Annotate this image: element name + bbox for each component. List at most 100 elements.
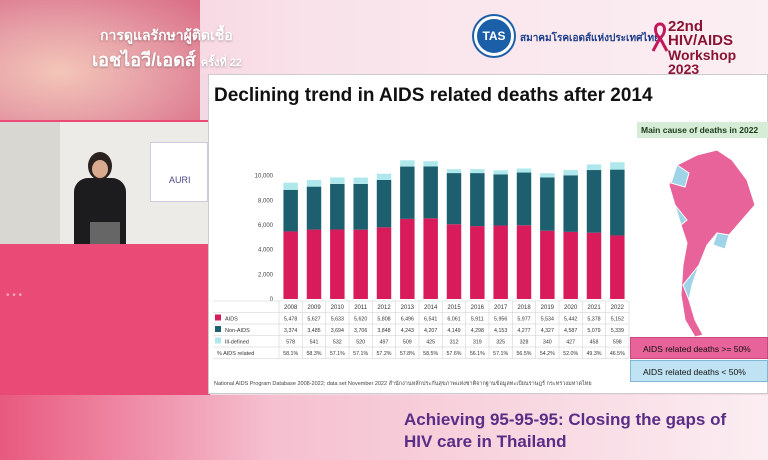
bar-ill-defined bbox=[330, 177, 345, 184]
table-cell: 520 bbox=[356, 340, 365, 346]
table-cell: 58.5% bbox=[423, 351, 438, 357]
table-cell: 425 bbox=[426, 340, 435, 346]
bar-aids bbox=[610, 235, 625, 299]
legend-high: AIDS related deaths >= 50% bbox=[630, 337, 768, 359]
bar-ill-defined bbox=[283, 182, 298, 190]
table-cell: 57.8% bbox=[400, 351, 415, 357]
table-cell: 3,694 bbox=[331, 328, 344, 334]
table-cell: 4,207 bbox=[424, 328, 437, 334]
legend-swatch bbox=[215, 326, 221, 332]
table-row-label: Non-AIDS bbox=[225, 328, 250, 334]
talk-subtitle-line2: HIV care in Thailand bbox=[404, 432, 567, 451]
y-tick-label: 8,000 bbox=[258, 198, 274, 204]
bar-non-aids bbox=[306, 186, 322, 230]
bar-ill-defined bbox=[470, 169, 485, 174]
event-title-main: เอชไอวี/เอดส์ bbox=[92, 50, 196, 70]
table-cell: 3,848 bbox=[377, 328, 390, 334]
bar-non-aids bbox=[610, 169, 625, 236]
bar-non-aids bbox=[563, 175, 578, 232]
table-cell: 6,061 bbox=[447, 317, 460, 323]
talk-subtitle: Achieving 95-95-95: Closing the gaps of … bbox=[404, 409, 726, 453]
speaker-face bbox=[92, 160, 108, 178]
bar-aids bbox=[516, 225, 532, 299]
bar-aids bbox=[400, 218, 415, 299]
video-banner-text: AURI bbox=[169, 175, 191, 185]
table-cell: 5,478 bbox=[284, 317, 297, 323]
table-cell: 328 bbox=[520, 340, 529, 346]
table-cell: 4,277 bbox=[517, 328, 530, 334]
bar-non-aids bbox=[470, 173, 485, 227]
bar-non-aids bbox=[540, 177, 555, 231]
table-cell: 52.0% bbox=[563, 351, 578, 357]
bar-ill-defined bbox=[306, 179, 322, 187]
bar-ill-defined bbox=[376, 173, 392, 180]
table-cell: 5,378 bbox=[587, 317, 600, 323]
x-tick-label: 2011 bbox=[354, 305, 368, 311]
event-title-line1: การดูแลรักษาผู้ติดเชื้อ bbox=[100, 27, 233, 43]
map-title: Main cause of deaths in 2022 bbox=[637, 122, 768, 138]
table-cell: 4,327 bbox=[541, 328, 554, 334]
table-cell: 5,079 bbox=[587, 328, 600, 334]
bar-ill-defined bbox=[400, 160, 415, 167]
table-cell: 5,633 bbox=[331, 317, 344, 323]
slide-title: Declining trend in AIDS related deaths a… bbox=[214, 85, 653, 106]
x-tick-label: 2015 bbox=[447, 305, 461, 311]
bar-ill-defined bbox=[586, 164, 602, 171]
table-cell: 57.2% bbox=[376, 351, 391, 357]
footer-background bbox=[0, 395, 768, 460]
bar-aids bbox=[493, 225, 508, 299]
x-tick-label: 2009 bbox=[307, 305, 321, 311]
bar-non-aids bbox=[376, 179, 392, 228]
table-cell: 57.1% bbox=[353, 351, 368, 357]
bar-non-aids bbox=[330, 183, 345, 230]
workshop-line2: Workshop 2023 bbox=[668, 47, 737, 77]
x-tick-label: 2016 bbox=[471, 305, 485, 311]
table-cell: 49.3% bbox=[586, 351, 601, 357]
table-cell: 5,152 bbox=[611, 317, 624, 323]
bar-aids bbox=[446, 224, 462, 299]
bar-non-aids bbox=[400, 166, 415, 219]
bar-non-aids bbox=[423, 166, 438, 219]
table-cell: 427 bbox=[566, 340, 575, 346]
x-tick-label: 2012 bbox=[377, 305, 391, 311]
y-tick-label: 0 bbox=[270, 297, 274, 303]
legend-low: AIDS related deaths < 50% bbox=[630, 360, 768, 382]
tas-logo: TAS bbox=[474, 16, 514, 56]
bar-ill-defined bbox=[423, 161, 438, 167]
x-tick-label: 2022 bbox=[611, 305, 625, 311]
source-note: National AIDS Program Database 2008-2022… bbox=[214, 381, 592, 387]
table-cell: 312 bbox=[450, 340, 459, 346]
table-cell: 57.1% bbox=[330, 351, 345, 357]
table-cell: 340 bbox=[543, 340, 552, 346]
x-tick-label: 2008 bbox=[284, 305, 298, 311]
table-cell: 57.1% bbox=[493, 351, 508, 357]
bar-aids bbox=[470, 226, 485, 299]
bar-aids bbox=[586, 232, 602, 299]
table-cell: 458 bbox=[590, 340, 599, 346]
bar-aids bbox=[306, 229, 322, 299]
bar-non-aids bbox=[516, 172, 532, 226]
bar-ill-defined bbox=[540, 173, 555, 178]
table-cell: 5,956 bbox=[494, 317, 507, 323]
bar-aids bbox=[423, 218, 438, 299]
table-cell: 58.1% bbox=[283, 351, 298, 357]
x-tick-label: 2017 bbox=[494, 305, 508, 311]
table-cell: 497 bbox=[380, 340, 389, 346]
table-cell: 56.1% bbox=[470, 351, 485, 357]
org-name: สมาคมโรคเอดส์แห่งประเทศไทย bbox=[520, 33, 660, 44]
bar-non-aids bbox=[353, 183, 368, 230]
event-title-line2: เอชไอวี/เอดส์ ครั้งที่ 22 bbox=[92, 45, 242, 74]
table-cell: 5,339 bbox=[611, 328, 624, 334]
bar-non-aids bbox=[586, 170, 602, 233]
bar-non-aids bbox=[283, 189, 298, 232]
bar-ill-defined bbox=[446, 169, 462, 174]
table-cell: 532 bbox=[333, 340, 342, 346]
bar-aids bbox=[563, 231, 578, 299]
video-banner: AURI bbox=[150, 142, 208, 202]
talk-subtitle-line1: Achieving 95-95-95: Closing the gaps of bbox=[404, 410, 727, 429]
table-cell: 58.3% bbox=[306, 351, 321, 357]
x-tick-label: 2021 bbox=[587, 305, 601, 311]
table-cell: 54.2% bbox=[540, 351, 555, 357]
table-cell: 5,911 bbox=[471, 317, 484, 323]
table-cell: 4,243 bbox=[401, 328, 414, 334]
